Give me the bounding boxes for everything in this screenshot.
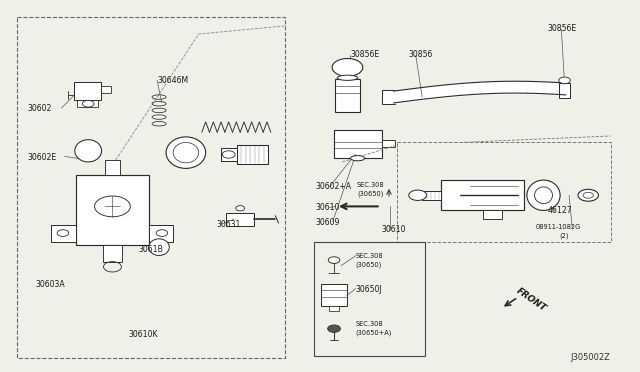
Polygon shape: [483, 210, 502, 219]
Polygon shape: [76, 175, 149, 245]
Polygon shape: [559, 83, 570, 98]
Ellipse shape: [75, 140, 102, 162]
Polygon shape: [335, 78, 360, 112]
Text: 3061B: 3061B: [138, 245, 163, 254]
Circle shape: [328, 325, 340, 333]
Circle shape: [578, 189, 598, 201]
Polygon shape: [329, 307, 339, 311]
Ellipse shape: [173, 142, 198, 163]
Circle shape: [409, 190, 427, 201]
Polygon shape: [105, 160, 120, 175]
Polygon shape: [237, 145, 268, 164]
Text: 30602: 30602: [28, 105, 52, 113]
Text: 30602E: 30602E: [28, 153, 57, 161]
Text: 08911-1082G: 08911-1082G: [536, 224, 581, 230]
Text: 30610: 30610: [316, 203, 340, 212]
Polygon shape: [103, 245, 122, 262]
Ellipse shape: [351, 155, 365, 161]
Polygon shape: [397, 141, 611, 241]
Text: 30856: 30856: [408, 50, 433, 59]
Text: (30650): (30650): [357, 191, 383, 198]
Text: 30610K: 30610K: [129, 330, 158, 339]
Polygon shape: [382, 140, 395, 147]
Text: 30646M: 30646M: [157, 76, 188, 85]
Text: 30603A: 30603A: [36, 280, 65, 289]
Circle shape: [328, 257, 340, 263]
Circle shape: [559, 77, 570, 84]
Text: 30650J: 30650J: [356, 285, 382, 294]
Text: 30856E: 30856E: [351, 50, 380, 59]
Polygon shape: [442, 180, 524, 210]
Text: (30650+A): (30650+A): [356, 330, 392, 336]
Text: J305002Z: J305002Z: [571, 353, 611, 362]
Text: SEC.308: SEC.308: [357, 182, 385, 188]
Polygon shape: [149, 225, 173, 241]
Polygon shape: [51, 225, 76, 241]
Polygon shape: [422, 191, 442, 200]
Polygon shape: [17, 17, 285, 358]
Circle shape: [236, 206, 244, 211]
Polygon shape: [226, 213, 254, 226]
Text: SEC.308: SEC.308: [356, 321, 383, 327]
Text: 30856E: 30856E: [547, 24, 577, 33]
Polygon shape: [101, 86, 111, 93]
Text: FRONT: FRONT: [515, 287, 548, 314]
Polygon shape: [321, 284, 347, 307]
Text: 30631: 30631: [216, 220, 241, 229]
Text: 30602+A: 30602+A: [316, 182, 351, 191]
Text: 30610: 30610: [381, 225, 406, 234]
Polygon shape: [221, 148, 237, 161]
Polygon shape: [77, 100, 98, 108]
Text: (2): (2): [559, 232, 569, 238]
Polygon shape: [74, 82, 101, 100]
Text: 46127: 46127: [547, 206, 572, 215]
Polygon shape: [382, 90, 395, 105]
Ellipse shape: [337, 75, 358, 80]
Text: SEC.308: SEC.308: [356, 253, 383, 259]
Ellipse shape: [527, 180, 560, 211]
Text: (30650): (30650): [356, 261, 382, 268]
Ellipse shape: [166, 137, 205, 169]
Circle shape: [332, 58, 363, 76]
Ellipse shape: [149, 239, 170, 256]
Text: 30609: 30609: [316, 218, 340, 227]
Polygon shape: [334, 131, 382, 158]
Polygon shape: [314, 241, 426, 356]
